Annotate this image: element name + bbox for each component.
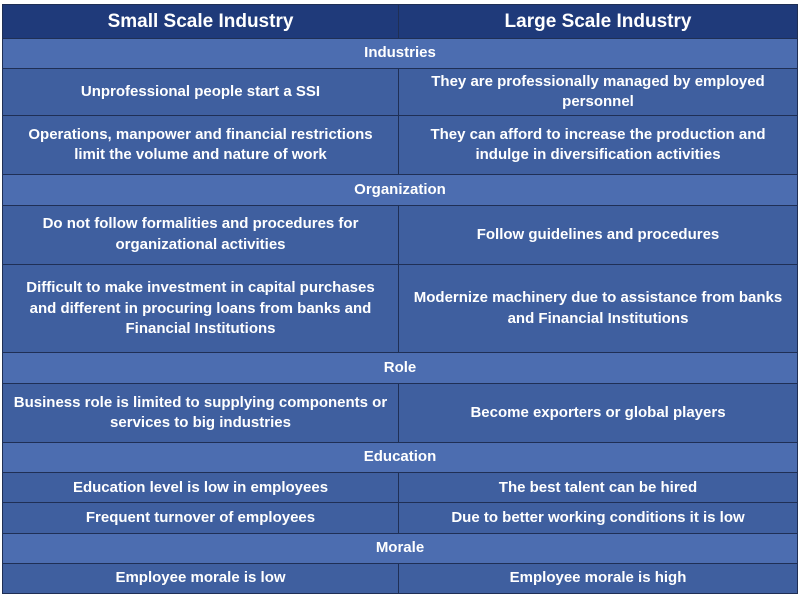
header-small-scale: Small Scale Industry — [2, 4, 399, 39]
small-scale-cell: Education level is low in employees — [2, 472, 399, 504]
small-scale-cell: Difficult to make investment in capital … — [2, 263, 399, 354]
section-title: Morale — [2, 532, 798, 564]
table-row: Do not follow formalities and procedures… — [2, 204, 798, 265]
table-row: Employee morale is low Employee morale i… — [2, 562, 798, 595]
large-scale-cell: They are professionally managed by emplo… — [398, 68, 798, 117]
section-title: Education — [2, 441, 798, 474]
large-scale-cell: Due to better working conditions it is l… — [398, 502, 798, 534]
section-title: Industries — [2, 37, 798, 70]
table-row: Frequent turnover of employees Due to be… — [2, 502, 798, 534]
table-row: Business role is limited to supplying co… — [2, 382, 798, 443]
table-row: Difficult to make investment in capital … — [2, 263, 798, 354]
large-scale-cell: They can afford to increase the producti… — [398, 115, 798, 176]
header-large-scale: Large Scale Industry — [398, 4, 798, 39]
section-row-morale: Morale — [2, 532, 798, 564]
large-scale-cell: The best talent can be hired — [398, 472, 798, 504]
small-scale-cell: Business role is limited to supplying co… — [2, 382, 399, 443]
section-title: Role — [2, 352, 798, 384]
section-title: Organization — [2, 174, 798, 206]
comparison-table-container: Small Scale Industry Large Scale Industr… — [2, 4, 798, 595]
large-scale-cell: Employee morale is high — [398, 562, 798, 595]
header-row: Small Scale Industry Large Scale Industr… — [2, 4, 798, 39]
small-scale-cell: Operations, manpower and financial restr… — [2, 115, 399, 176]
comparison-table: Small Scale Industry Large Scale Industr… — [2, 4, 798, 595]
table-row: Operations, manpower and financial restr… — [2, 115, 798, 176]
table-row: Education level is low in employees The … — [2, 472, 798, 504]
small-scale-cell: Unprofessional people start a SSI — [2, 68, 399, 117]
small-scale-cell: Employee morale is low — [2, 562, 399, 595]
section-row-role: Role — [2, 352, 798, 384]
large-scale-cell: Modernize machinery due to assistance fr… — [398, 263, 798, 354]
large-scale-cell: Follow guidelines and procedures — [398, 204, 798, 265]
section-row-organization: Organization — [2, 174, 798, 206]
table-row: Unprofessional people start a SSI They a… — [2, 68, 798, 117]
section-row-education: Education — [2, 441, 798, 474]
small-scale-cell: Frequent turnover of employees — [2, 502, 399, 534]
large-scale-cell: Become exporters or global players — [398, 382, 798, 443]
section-row-industries: Industries — [2, 37, 798, 70]
small-scale-cell: Do not follow formalities and procedures… — [2, 204, 399, 265]
